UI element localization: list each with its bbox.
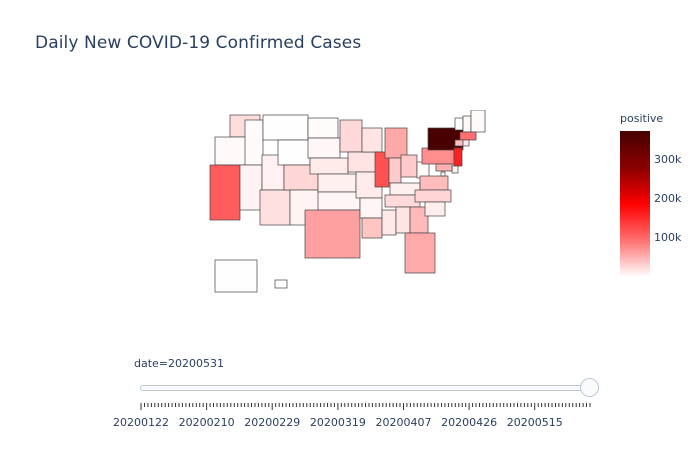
date-slider-rail[interactable] — [140, 385, 598, 391]
state-oh[interactable] — [400, 154, 418, 178]
us-choropleth-map[interactable] — [200, 110, 500, 295]
state-mi[interactable] — [384, 127, 408, 159]
colorbar-tick-label: 200k — [654, 192, 682, 206]
date-slider-handle[interactable] — [580, 378, 599, 397]
slider-current-label: date=20200531 — [134, 357, 225, 370]
state-in[interactable] — [388, 157, 402, 184]
state-nd[interactable] — [307, 117, 339, 139]
state-nv[interactable] — [239, 164, 263, 211]
state-ri[interactable] — [462, 139, 470, 147]
slider-tick-label: 20200426 — [441, 416, 498, 429]
state-ak[interactable] — [214, 259, 258, 293]
state-ca[interactable] — [209, 164, 241, 221]
chart-title: Daily New COVID-19 Confirmed Cases — [35, 33, 362, 53]
slider-tick-label: 20200515 — [506, 416, 563, 429]
slider-tick-label: 20200229 — [244, 416, 301, 429]
state-dc[interactable] — [440, 171, 446, 177]
state-nj[interactable] — [453, 147, 463, 167]
state-wy[interactable] — [277, 139, 311, 166]
state-wi[interactable] — [361, 127, 383, 153]
state-la[interactable] — [361, 217, 383, 239]
slider-tick-label: 20200122 — [113, 416, 169, 429]
slider-tick-label: 20200407 — [375, 416, 432, 429]
state-tx[interactable] — [304, 209, 361, 259]
state-al[interactable] — [395, 206, 411, 234]
state-de[interactable] — [451, 165, 459, 174]
map-svg — [209, 110, 486, 293]
state-fl[interactable] — [404, 232, 436, 274]
states-layer — [209, 110, 486, 293]
colorbar-tick-label: 300k — [654, 153, 682, 167]
state-ne[interactable] — [309, 157, 349, 175]
state-ok[interactable] — [317, 191, 361, 211]
state-wv[interactable] — [416, 161, 430, 179]
state-ct[interactable] — [454, 139, 464, 147]
state-hi[interactable] — [274, 279, 288, 289]
state-md[interactable] — [435, 163, 453, 172]
colorbar — [620, 131, 650, 277]
state-id[interactable] — [244, 119, 264, 166]
state-sd[interactable] — [307, 137, 341, 159]
state-me[interactable] — [470, 110, 486, 133]
state-sc[interactable] — [424, 201, 446, 217]
state-nh[interactable] — [462, 115, 472, 133]
state-or[interactable] — [214, 136, 251, 166]
colorbar-tick-label: 100k — [654, 231, 682, 245]
state-ma[interactable] — [459, 131, 477, 141]
slider-tick-label: 20200210 — [178, 416, 235, 429]
state-ny[interactable] — [427, 127, 464, 151]
slider-tick-label: 20200319 — [309, 416, 366, 429]
state-mt[interactable] — [262, 114, 309, 141]
state-ks[interactable] — [317, 173, 357, 193]
state-ia[interactable] — [347, 151, 377, 173]
state-mn[interactable] — [339, 119, 363, 153]
state-ar[interactable] — [359, 197, 383, 219]
colorbar-title: positive — [620, 112, 664, 125]
state-va[interactable] — [419, 175, 449, 191]
state-nc[interactable] — [414, 189, 452, 203]
state-vt[interactable] — [454, 117, 464, 131]
state-pa[interactable] — [421, 147, 455, 165]
state-az[interactable] — [259, 189, 291, 226]
state-ms[interactable] — [381, 209, 397, 236]
